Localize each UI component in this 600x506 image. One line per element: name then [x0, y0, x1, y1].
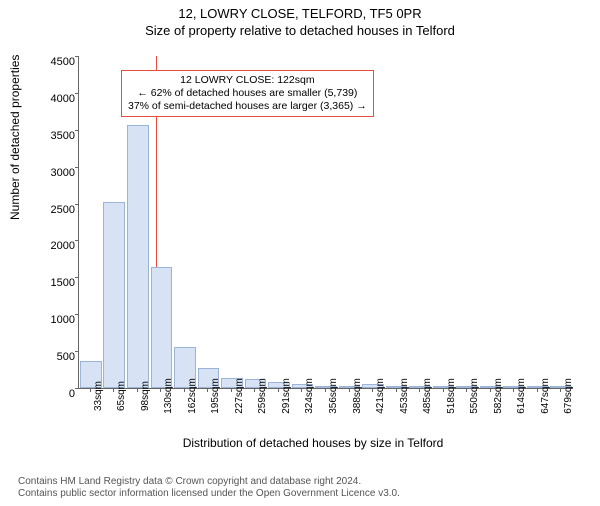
footer-line2: Contains public sector information licen… [18, 488, 400, 500]
x-tick-label: 291sqm [281, 378, 292, 414]
x-tick [137, 388, 138, 392]
x-tick-label: 259sqm [257, 378, 268, 414]
x-tick-label: 388sqm [352, 378, 363, 414]
x-tick [490, 388, 491, 392]
x-tick-label: 195sqm [210, 378, 221, 414]
x-tick-label: 614sqm [516, 378, 527, 414]
x-tick [325, 388, 326, 392]
y-tick [75, 93, 79, 94]
x-tick-label: 550sqm [469, 378, 480, 414]
y-tick-label: 2000 [41, 240, 75, 252]
y-tick-label: 1500 [41, 277, 75, 289]
footer-line1: Contains HM Land Registry data © Crown c… [18, 476, 400, 488]
x-tick [372, 388, 373, 392]
x-tick-label: 227sqm [234, 378, 245, 414]
y-axis-label: Number of detached properties [8, 55, 22, 220]
x-tick-label: 33sqm [93, 381, 104, 411]
x-tick [560, 388, 561, 392]
x-tick-label: 679sqm [563, 378, 574, 414]
x-tick [513, 388, 514, 392]
x-tick-label: 98sqm [140, 381, 151, 411]
x-tick [231, 388, 232, 392]
x-tick [349, 388, 350, 392]
histogram-chart: Number of detached properties 12 LOWRY C… [48, 50, 578, 438]
histogram-bar [103, 202, 125, 388]
x-tick [90, 388, 91, 392]
histogram-bar [127, 125, 149, 388]
x-tick [160, 388, 161, 392]
x-tick [396, 388, 397, 392]
x-tick [254, 388, 255, 392]
y-tick [75, 240, 79, 241]
y-tick [75, 351, 79, 352]
y-tick-label: 1000 [41, 314, 75, 326]
annotation-line2: ← 62% of detached houses are smaller (5,… [128, 87, 367, 100]
footer-attribution: Contains HM Land Registry data © Crown c… [18, 476, 400, 500]
x-tick-label: 324sqm [304, 378, 315, 414]
page-title-line1: 12, LOWRY CLOSE, TELFORD, TF5 0PR [0, 6, 600, 21]
x-tick [443, 388, 444, 392]
y-tick-label: 4000 [41, 93, 75, 105]
y-tick-label: 2500 [41, 204, 75, 216]
y-tick-label: 0 [41, 388, 75, 400]
y-tick-label: 3000 [41, 167, 75, 179]
x-tick [278, 388, 279, 392]
x-tick-label: 453sqm [399, 378, 410, 414]
y-tick [75, 56, 79, 57]
y-tick [75, 130, 79, 131]
x-tick-label: 518sqm [446, 378, 457, 414]
y-tick [75, 167, 79, 168]
x-tick-label: 65sqm [116, 381, 127, 411]
x-tick-label: 421sqm [375, 378, 386, 414]
x-tick-label: 647sqm [540, 378, 551, 414]
x-tick-label: 130sqm [163, 378, 174, 414]
x-tick [113, 388, 114, 392]
y-tick [75, 388, 79, 389]
annotation-line1: 12 LOWRY CLOSE: 122sqm [128, 74, 367, 87]
x-tick [301, 388, 302, 392]
x-tick [466, 388, 467, 392]
x-tick [184, 388, 185, 392]
y-tick [75, 204, 79, 205]
y-tick-label: 4500 [41, 56, 75, 68]
x-tick-label: 356sqm [328, 378, 339, 414]
page-title-line2: Size of property relative to detached ho… [0, 23, 600, 38]
x-tick [419, 388, 420, 392]
x-tick [537, 388, 538, 392]
x-tick-label: 162sqm [187, 378, 198, 414]
plot-area: 12 LOWRY CLOSE: 122sqm ← 62% of detached… [78, 56, 573, 389]
x-tick-label: 582sqm [493, 378, 504, 414]
histogram-bar [151, 267, 173, 388]
x-tick-label: 485sqm [422, 378, 433, 414]
y-tick-label: 3500 [41, 130, 75, 142]
y-tick-label: 500 [41, 351, 75, 363]
annotation-box: 12 LOWRY CLOSE: 122sqm ← 62% of detached… [121, 70, 374, 117]
y-tick [75, 277, 79, 278]
annotation-line3: 37% of semi-detached houses are larger (… [128, 100, 367, 113]
x-tick [207, 388, 208, 392]
y-tick [75, 314, 79, 315]
